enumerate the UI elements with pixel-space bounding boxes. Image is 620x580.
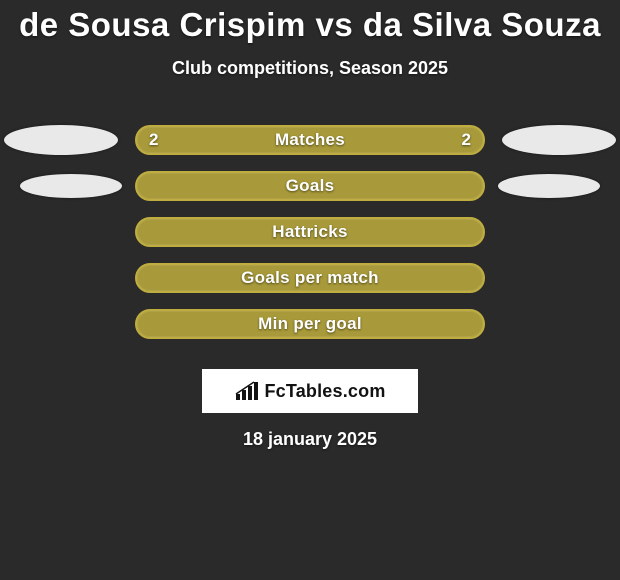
stat-row-matches: 2 Matches 2 bbox=[0, 117, 620, 163]
stat-label: Matches bbox=[275, 130, 345, 150]
logo-text: FcTables.com bbox=[264, 381, 385, 402]
player-left-ellipse bbox=[20, 174, 122, 198]
subtitle: Club competitions, Season 2025 bbox=[0, 58, 620, 79]
player-left-ellipse bbox=[4, 125, 118, 155]
stat-pill: Hattricks bbox=[135, 217, 485, 247]
stat-label: Goals bbox=[286, 176, 335, 196]
logo: FcTables.com bbox=[202, 369, 418, 413]
stat-label: Hattricks bbox=[272, 222, 347, 242]
stat-row-goals: Goals bbox=[0, 163, 620, 209]
stat-pill: Goals bbox=[135, 171, 485, 201]
stat-label: Min per goal bbox=[258, 314, 362, 334]
player-right-ellipse bbox=[498, 174, 600, 198]
stat-label: Goals per match bbox=[241, 268, 379, 288]
stat-row-goals-per-match: Goals per match bbox=[0, 255, 620, 301]
stat-row-min-per-goal: Min per goal bbox=[0, 301, 620, 347]
logo-bars-icon bbox=[234, 380, 260, 402]
stats-comparison: 2 Matches 2 Goals Hattricks Goals per ma… bbox=[0, 117, 620, 347]
stat-pill: Min per goal bbox=[135, 309, 485, 339]
stat-value-left: 2 bbox=[149, 130, 158, 150]
stat-pill: Goals per match bbox=[135, 263, 485, 293]
stat-pill: 2 Matches 2 bbox=[135, 125, 485, 155]
stat-value-right: 2 bbox=[462, 130, 471, 150]
player-right-ellipse bbox=[502, 125, 616, 155]
date: 18 january 2025 bbox=[0, 429, 620, 450]
page-title: de Sousa Crispim vs da Silva Souza bbox=[0, 0, 620, 44]
stat-row-hattricks: Hattricks bbox=[0, 209, 620, 255]
